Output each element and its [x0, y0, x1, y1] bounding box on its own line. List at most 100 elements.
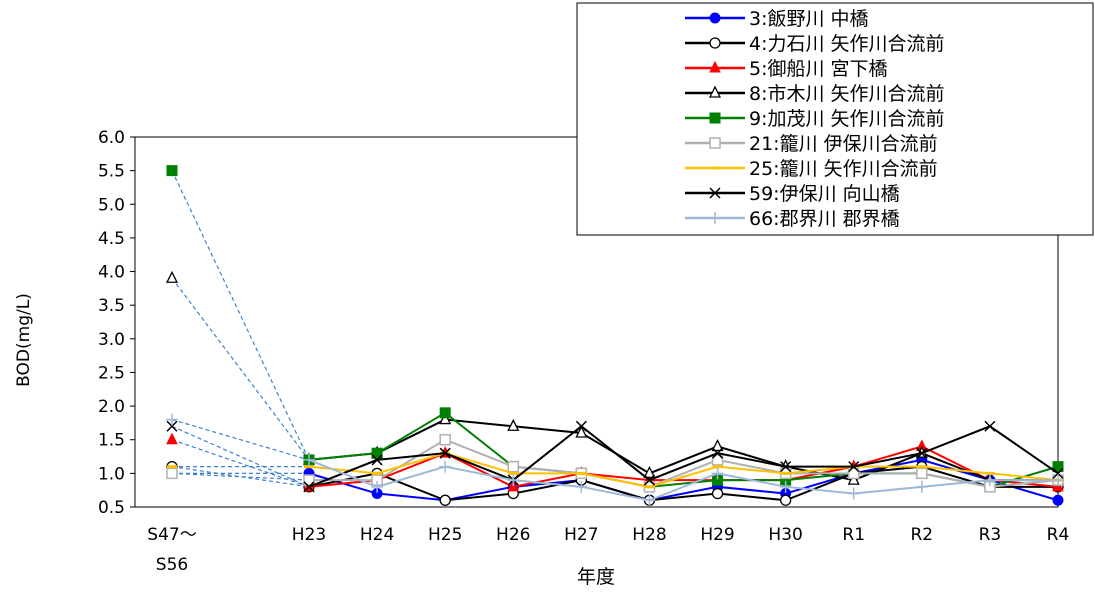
data-point	[1052, 474, 1064, 487]
data-point	[711, 467, 724, 480]
x-tick-label: H27	[564, 525, 598, 545]
data-point	[643, 474, 655, 486]
data-point	[983, 474, 996, 487]
y-tick-label: 2.0	[98, 397, 125, 417]
baseline-connector	[171, 170, 310, 461]
y-tick-label: 1.0	[98, 464, 125, 484]
x-tick-label: H25	[428, 525, 462, 545]
y-tick-label: 1.5	[98, 431, 125, 451]
series-line	[308, 458, 1059, 502]
y-tick-label: 2.5	[98, 363, 125, 383]
x-tick-label: H26	[496, 525, 530, 545]
legend-marker	[709, 37, 721, 49]
data-point	[779, 480, 792, 493]
data-point	[780, 461, 792, 473]
data-point	[439, 433, 451, 446]
legend-marker	[709, 212, 721, 224]
data-point	[575, 425, 588, 438]
y-tick-label: 5.0	[98, 195, 125, 215]
legend-item: 5:御船川 宮下橋	[685, 58, 888, 80]
data-point	[915, 480, 928, 493]
data-point	[712, 447, 724, 459]
data-point	[575, 420, 587, 432]
data-point	[779, 494, 792, 506]
legend-item: 66:郡界川 郡界橋	[685, 208, 900, 230]
legend-label: 9:加茂川 矢作川合流前	[749, 108, 945, 130]
series-line	[308, 452, 1059, 488]
legend-item: 25:籠川 矢作川合流前	[685, 158, 938, 180]
baseline-connector	[171, 277, 310, 461]
data-point	[916, 447, 928, 459]
data-point	[303, 474, 315, 486]
legend: 3:飯野川 中橋 4:力石川 矢作川合流前 5:御船川 宮下橋 8:市木川 矢作川合流…	[576, 2, 1094, 236]
baseline-point	[166, 413, 178, 426]
legend-label: 3:飯野川 中橋	[749, 8, 869, 30]
legend-label: 5:御船川 宮下橋	[749, 58, 888, 80]
legend-item: 9:加茂川 矢作川合流前	[685, 108, 945, 130]
y-tick-label: 6.0	[98, 128, 125, 148]
x-tick-label: R4	[1047, 525, 1070, 545]
legend-marker	[709, 112, 721, 124]
legend-item: 8:市木川 矢作川合流前	[685, 83, 945, 105]
y-tick-label: 4.5	[98, 229, 125, 249]
legend-label: 4:力石川 矢作川合流前	[749, 33, 945, 55]
data-point	[1052, 461, 1064, 473]
data-point	[643, 494, 656, 507]
data-point	[507, 460, 520, 473]
data-point	[848, 461, 860, 473]
series-line	[308, 445, 1059, 488]
baseline-connectors	[171, 170, 310, 488]
baseline-connector	[171, 425, 310, 488]
y-tick-label: 3.0	[98, 330, 125, 350]
data-point	[439, 412, 452, 425]
legend-item: 21:籠川 伊保川合流前	[685, 133, 938, 155]
legend-label: 59:伊保川 向山橋	[749, 183, 900, 205]
x-tick-label: R1	[842, 525, 865, 545]
y-tick-label: 3.5	[98, 296, 125, 316]
data-point	[984, 420, 996, 432]
data-point	[847, 467, 860, 480]
y-axis: 0.5 1.0 1.5 2.0 2.5 3.0 3.5 4.0 4.5 5.0 5.5 6.0	[98, 128, 135, 518]
series-9	[166, 413, 1064, 507]
legend-label: 8:市木川 矢作川合流前	[749, 83, 945, 105]
series-8	[166, 420, 1064, 493]
data-point	[847, 487, 860, 500]
y-tick-label: 4.0	[98, 263, 125, 283]
series-line	[308, 424, 1059, 488]
x-tick-label: H23	[292, 525, 326, 545]
x-tick-label-baseline-2: S56	[156, 555, 188, 575]
x-tick-label: H29	[700, 525, 734, 545]
series-line	[308, 418, 1058, 482]
data-point	[507, 474, 520, 487]
baseline-point	[166, 165, 178, 177]
legend-marker	[709, 137, 721, 149]
data-point	[371, 480, 384, 493]
data-point	[575, 480, 588, 493]
baseline-connector	[171, 418, 310, 461]
baseline-point	[166, 420, 178, 432]
x-tick-label: R2	[910, 525, 933, 545]
data-point	[507, 418, 520, 431]
data-point	[303, 453, 315, 466]
data-point	[439, 447, 451, 459]
data-point	[643, 465, 656, 479]
x-axis: S47～ S56 H23 H24 H25 H26 H27 H28 H29 H30 R1 R2 R3 R4	[147, 525, 1069, 575]
series-line	[308, 465, 1058, 502]
data-point	[303, 481, 315, 493]
legend-item: 3:飯野川 中橋	[685, 8, 869, 30]
data-point	[1052, 467, 1064, 479]
baseline-connector	[171, 472, 310, 481]
data-point	[371, 454, 383, 466]
data-point	[1052, 494, 1064, 506]
legend-label: 21:籠川 伊保川合流前	[749, 133, 938, 155]
baseline-point	[165, 270, 179, 283]
x-tick-label: H24	[360, 525, 394, 545]
legend-marker	[708, 85, 722, 98]
y-tick-label: 5.5	[98, 162, 125, 182]
x-axis-label: 年度	[577, 566, 615, 588]
legend-box	[576, 2, 1094, 236]
legend-marker	[709, 187, 721, 199]
legend-label: 25:籠川 矢作川合流前	[749, 158, 938, 180]
baseline-point	[166, 467, 178, 480]
